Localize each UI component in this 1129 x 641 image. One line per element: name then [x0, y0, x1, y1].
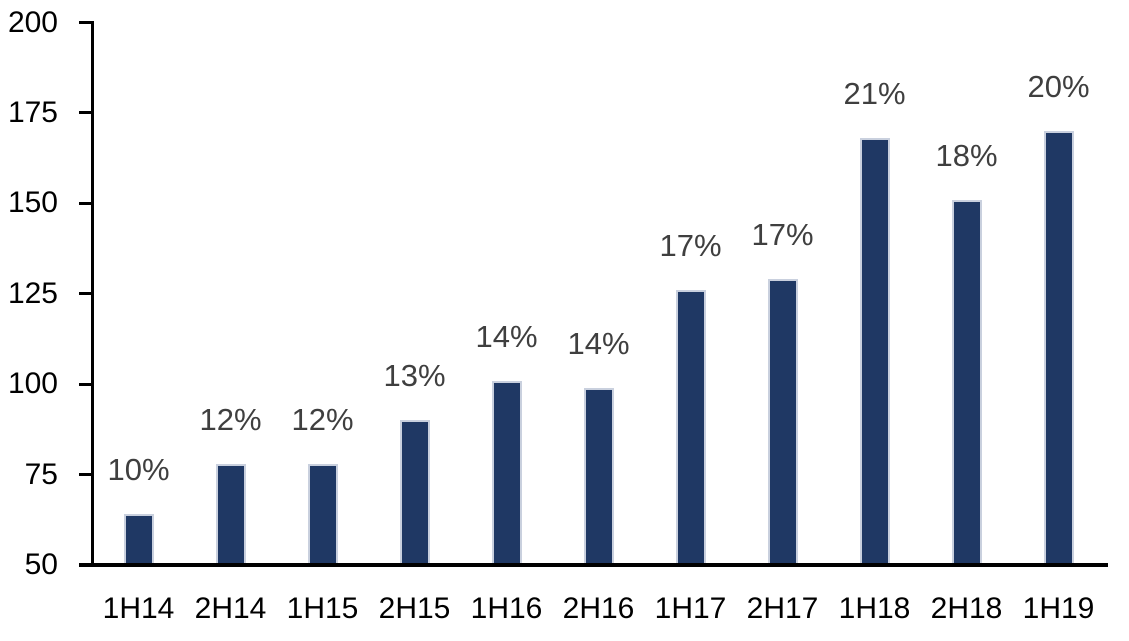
y-tick	[79, 382, 91, 386]
x-axis-tick-label: 1H15	[286, 592, 359, 625]
y-axis-tick-label: 50	[24, 548, 58, 581]
x-axis-tick-label: 1H14	[102, 592, 175, 625]
y-axis-tick-label: 100	[7, 367, 58, 401]
bar-1H19	[1043, 131, 1074, 565]
y-tick	[79, 111, 91, 115]
y-axis-tick-label: 175	[7, 95, 58, 129]
data-label-2H18: 18%	[935, 137, 998, 173]
y-axis-tick-label: 200	[7, 5, 58, 39]
bar-2H16	[583, 387, 614, 565]
bar-2H14	[215, 463, 246, 565]
x-axis-tick-label: 1H19	[1022, 592, 1095, 625]
x-axis-tick-label: 2H16	[562, 592, 635, 625]
bar-1H16	[491, 380, 522, 565]
y-tick	[79, 292, 91, 296]
y-tick	[79, 201, 91, 205]
x-axis-line	[79, 563, 1108, 567]
bar-1H14	[123, 514, 154, 565]
data-label-1H18: 21%	[843, 76, 906, 112]
data-label-1H14: 10%	[107, 452, 170, 488]
data-label-1H19: 20%	[1027, 69, 1090, 104]
bar-1H18	[859, 138, 890, 565]
y-axis-tick-label: 125	[7, 276, 58, 310]
y-tick	[79, 473, 91, 477]
y-axis-tick-label: 150	[7, 186, 58, 220]
data-label-1H17: 17%	[659, 228, 722, 264]
data-label-1H16: 14%	[475, 318, 538, 354]
x-axis-tick-label: 1H17	[654, 592, 727, 625]
bar-1H17	[675, 290, 706, 565]
data-label-2H15: 13%	[383, 358, 446, 394]
x-axis-tick-label: 2H17	[746, 592, 819, 625]
bar-2H17	[767, 279, 798, 565]
x-axis-tick-label: 1H16	[470, 592, 543, 625]
x-axis-tick-label: 2H14	[194, 592, 267, 625]
data-label-2H16: 14%	[567, 325, 630, 361]
y-axis-tick-label: 75	[24, 457, 58, 491]
bar-2H18	[951, 199, 982, 565]
data-label-2H14: 12%	[199, 401, 262, 437]
x-axis-tick-label: 1H18	[838, 592, 911, 625]
x-axis-tick-label: 2H18	[930, 592, 1003, 625]
y-axis-line	[91, 21, 94, 567]
x-axis-tick-label: 2H15	[378, 592, 451, 625]
bar-2H15	[399, 420, 430, 565]
data-label-2H17: 17%	[751, 217, 814, 253]
bar-1H15	[307, 463, 338, 565]
data-label-1H15: 12%	[291, 401, 354, 437]
y-tick	[79, 21, 91, 24]
